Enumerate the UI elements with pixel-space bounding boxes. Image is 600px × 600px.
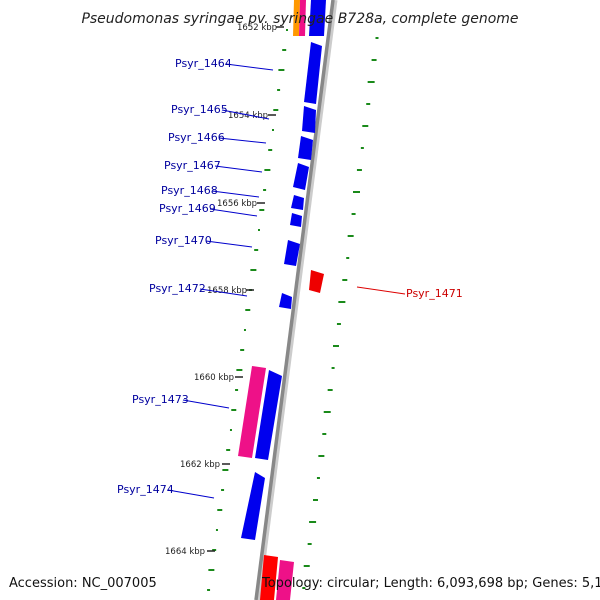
gene-label-psyr-1474: Psyr_1474 (117, 483, 174, 496)
gene-leader-line (205, 240, 253, 248)
gene-arrow-psyr-1472 (279, 293, 292, 309)
gene-leader-line (199, 288, 248, 297)
bottom-red-feature (260, 555, 278, 600)
gene-leader-line (356, 286, 406, 295)
kbp-ruler: 1652 kbp 1654 kbp 1656 kbp 1658 kbp 1660 kbp… (165, 23, 284, 557)
backbone-line (254, 0, 335, 600)
kbp-tick-label: 1656 kbp (217, 199, 257, 209)
gene-track (241, 42, 324, 540)
gene-arrow-psyr-1469 (290, 213, 302, 227)
backbone-track (254, 0, 338, 600)
gene-leader-line (218, 137, 267, 144)
kbp-tick-label: 1654 kbp (228, 111, 268, 121)
gene-arrow-psyr-1468 (291, 195, 304, 210)
pink-feature-1473 (238, 366, 266, 458)
gene-leader-line (167, 489, 215, 499)
kbp-tick-label: 1652 kbp (237, 23, 277, 33)
top-blue-feature (309, 0, 326, 36)
gene-leader-line (211, 190, 260, 198)
feature-track (238, 0, 326, 600)
topology-text: Topology: circular; Length: 6,093,698 bp… (261, 576, 600, 591)
kbp-tick-label: 1658 kbp (207, 286, 247, 296)
gene-arrow-psyr-1470 (284, 240, 300, 266)
gene-leader-line (221, 109, 270, 120)
gene-label-psyr-1466: Psyr_1466 (168, 131, 225, 144)
kbp-tick-label: 1660 kbp (194, 373, 234, 383)
kbp-tick-label: 1664 kbp (165, 547, 205, 557)
gene-label-psyr-1468: Psyr_1468 (161, 184, 218, 197)
gene-label-psyr-1464: Psyr_1464 (175, 57, 232, 70)
top-pink-feature (299, 0, 306, 36)
gene-label-psyr-1465: Psyr_1465 (171, 103, 228, 116)
gene-arrow-psyr-1466 (298, 136, 313, 160)
gene-arrow-psyr-1464 (304, 42, 322, 104)
backbone-shadow (255, 0, 338, 600)
gene-leader-line (214, 165, 263, 173)
gene-label-psyr-1471: Psyr_1471 (406, 287, 463, 300)
gene-label-psyr-1473: Psyr_1473 (132, 393, 189, 406)
gene-leader-line (182, 399, 230, 409)
gene-label-psyr-1472: Psyr_1472 (149, 282, 206, 295)
gene-leader-line (209, 208, 258, 217)
gene-label-psyr-1467: Psyr_1467 (164, 159, 221, 172)
kbp-tick-label: 1662 kbp (180, 460, 220, 470)
top-orange-feature (293, 0, 300, 36)
gene-arrow-psyr-1473 (255, 370, 282, 460)
gene-leader-line (225, 63, 274, 71)
gene-arrow-psyr-1471 (309, 270, 324, 293)
accession-text: Accession: NC_007005 (9, 576, 157, 591)
gene-arrow-psyr-1474 (241, 472, 265, 540)
gene-arrow-psyr-1465 (302, 106, 316, 133)
gene-arrow-psyr-1467 (293, 163, 309, 190)
bottom-pink-feature (276, 560, 294, 600)
map-title: Pseudomonas syringae pv. syringae B728a,… (81, 11, 518, 27)
gene-labels: Psyr_1464 Psyr_1465 Psyr_1466 Psyr_1467 Psyr… (117, 57, 463, 499)
gene-label-psyr-1469: Psyr_1469 (159, 202, 216, 215)
gene-label-psyr-1470: Psyr_1470 (155, 234, 212, 247)
